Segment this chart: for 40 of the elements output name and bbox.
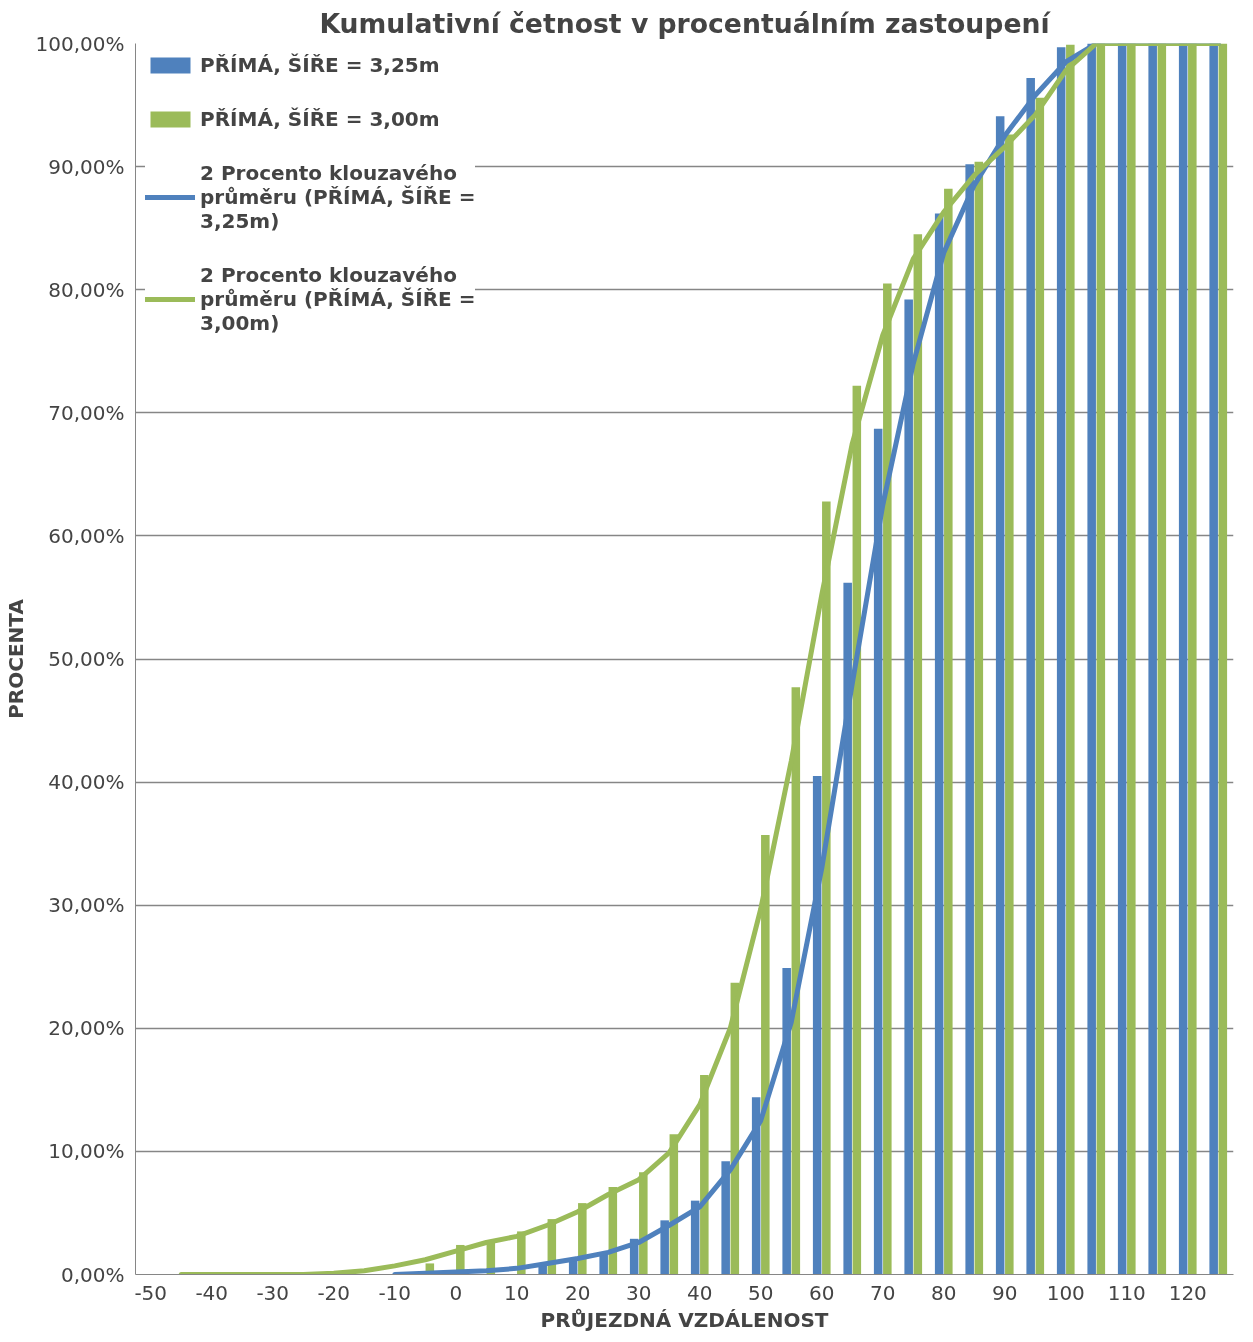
y-tick-label: 10,00% (48, 1139, 125, 1164)
chart-title: Kumulativní četnost v procentuálním zastoupení (319, 7, 1052, 39)
x-tick-label: -10 (378, 1280, 412, 1305)
bar (1117, 43, 1127, 1275)
legend-label: PŘÍMÁ, ŠÍŘE = 3,25m (200, 53, 440, 77)
y-tick-label: 80,00% (48, 277, 125, 302)
x-tick-label: 40 (687, 1280, 713, 1305)
y-axis-title: PROCENTA (3, 598, 28, 719)
x-tick-label: -50 (134, 1280, 168, 1305)
y-tick-label: 90,00% (48, 154, 125, 179)
x-tick-label: 30 (626, 1280, 652, 1305)
legend-label: PŘÍMÁ, ŠÍŘE = 3,00m (200, 107, 440, 131)
x-tick-label: 110 (1107, 1280, 1146, 1305)
y-tick-label: 70,00% (48, 400, 125, 425)
y-tick-label: 20,00% (48, 1016, 125, 1041)
x-tick-label: 120 (1168, 1280, 1207, 1305)
x-tick-label: -30 (256, 1280, 290, 1305)
x-tick-label: -40 (195, 1280, 229, 1305)
x-tick-label: 90 (992, 1280, 1018, 1305)
x-tick-label: 60 (809, 1280, 835, 1305)
legend-label: 2 Procento klouzavého průměru (PŘÍMÁ, ŠÍŘE = 3,25m) (200, 161, 476, 233)
y-tick-label: 50,00% (48, 647, 125, 671)
x-tick-label: -20 (317, 1280, 351, 1305)
x-tick-label: 70 (870, 1280, 896, 1305)
y-tick-label: 40,00% (48, 770, 125, 795)
x-axis-title: PRŮJEZDNÁ VZDÁLENOST (540, 1307, 829, 1332)
y-tick-label: 30,00% (48, 893, 125, 918)
x-tick-label: 80 (931, 1280, 957, 1305)
bar (1209, 43, 1218, 1275)
x-tick-label: 100 (1046, 1280, 1085, 1305)
y-tick-label: 0,00% (60, 1262, 125, 1287)
x-tick-label: 50 (748, 1280, 774, 1305)
x-tick-label: 0 (449, 1280, 463, 1305)
legend-label: 2 Procento klouzavého průměru (PŘÍMÁ, ŠÍŘE = 3,00m) (200, 263, 476, 335)
y-tick-label: 60,00% (48, 523, 125, 548)
y-tick-label: 100,00% (35, 31, 125, 56)
bar (1148, 43, 1157, 1275)
bar (1178, 43, 1188, 1275)
x-tick-label: 10 (504, 1280, 530, 1305)
x-tick-label: 20 (565, 1280, 591, 1305)
